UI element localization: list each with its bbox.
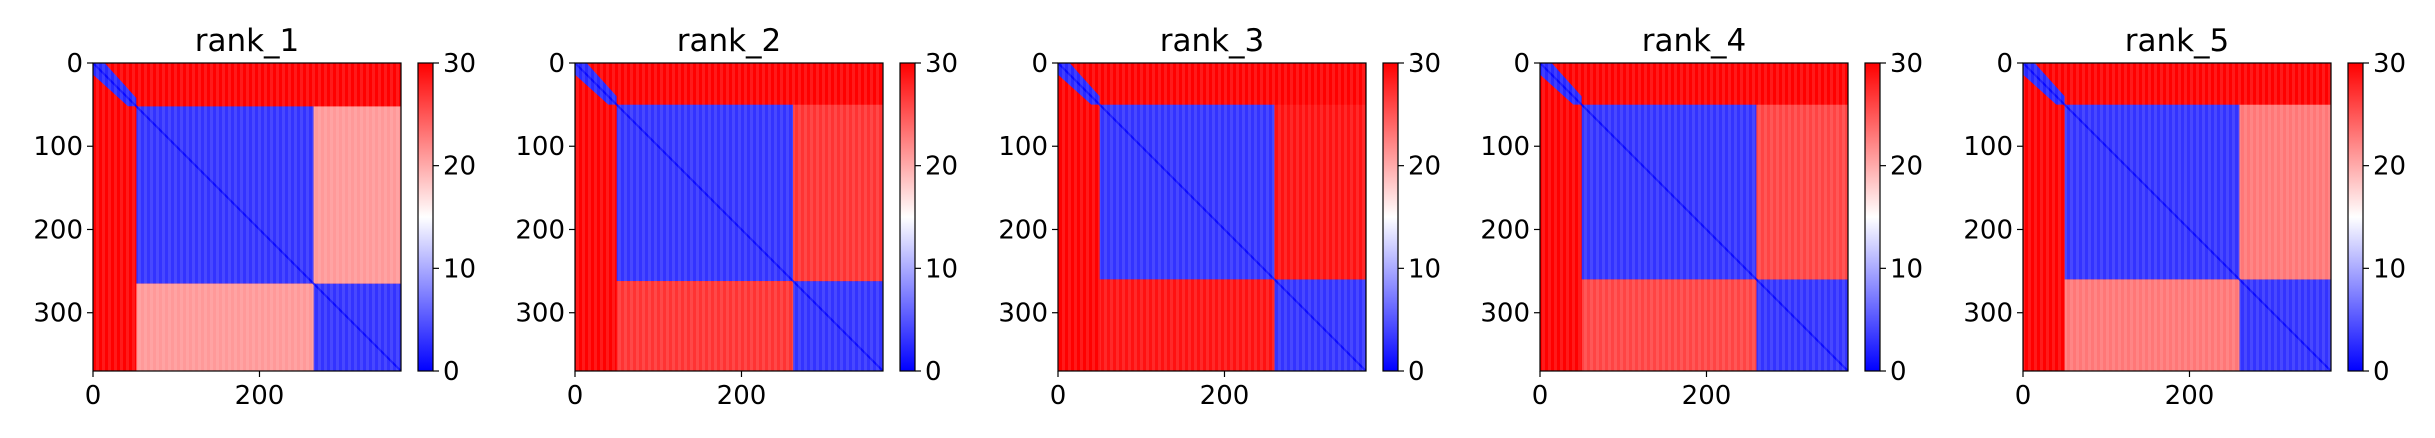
panel-title: rank_5 <box>2125 23 2230 59</box>
heatmap-texture <box>2023 63 2331 371</box>
y-tick-label: 300 <box>1480 299 1530 329</box>
colorbar-tick-label: 20 <box>1408 152 1441 182</box>
heatmap-texture <box>1058 63 1366 371</box>
heatmap-panel-4: rank_4 0 100 200 300 0 200 0 10 20 30 <box>1480 23 1923 411</box>
y-tick-label: 300 <box>33 299 83 329</box>
colorbar <box>1865 63 1880 371</box>
panel-title: rank_2 <box>677 23 782 59</box>
y-tick-label: 0 <box>1996 49 2013 79</box>
panel-title: rank_4 <box>1642 23 1747 59</box>
axes-frame <box>574 62 884 372</box>
axes-frame <box>2022 62 2332 372</box>
colorbar-frame <box>899 62 916 372</box>
colorbar-tick-label: 30 <box>925 49 958 79</box>
x-tick-label: 200 <box>1200 381 1250 411</box>
colorbar-tick-label: 20 <box>443 152 476 182</box>
heatmap-panel-2: rank_2 0 100 200 300 0 200 0 10 20 30 <box>515 23 958 411</box>
x-tick-label: 0 <box>1532 381 1549 411</box>
heatmap-texture <box>93 63 401 371</box>
y-tick-label: 0 <box>1513 49 1530 79</box>
colorbar-tick-label: 30 <box>1408 49 1441 79</box>
y-tick-label: 200 <box>998 215 1048 245</box>
colorbar-tick-label: 10 <box>1890 254 1923 284</box>
heatmap-texture <box>1540 63 1848 371</box>
y-tick-label: 0 <box>66 49 83 79</box>
axes-frame <box>1539 62 1849 372</box>
heatmap-cells <box>2023 63 2331 371</box>
y-tick-label: 300 <box>998 299 1048 329</box>
colorbar-frame <box>2347 62 2364 372</box>
colorbar-tick-label: 0 <box>443 357 460 387</box>
y-tick-label: 100 <box>998 132 1048 162</box>
x-tick-label: 0 <box>1050 381 1067 411</box>
x-tick-label: 200 <box>1682 381 1732 411</box>
y-tick-label: 200 <box>33 215 83 245</box>
y-tick-label: 300 <box>1963 299 2013 329</box>
colorbar-tick-label: 20 <box>2373 152 2406 182</box>
heatmap-cells <box>1058 63 1366 371</box>
colorbar-tick-label: 30 <box>1890 49 1923 79</box>
x-tick-label: 200 <box>235 381 285 411</box>
y-tick-label: 0 <box>1031 49 1048 79</box>
y-tick-label: 200 <box>1963 215 2013 245</box>
heatmap-cells <box>575 63 883 371</box>
colorbar <box>2348 63 2363 371</box>
colorbar-frame <box>1382 62 1399 372</box>
panel-title: rank_3 <box>1160 23 1265 59</box>
y-tick-label: 0 <box>548 49 565 79</box>
colorbar-tick-label: 10 <box>925 254 958 284</box>
y-tick-label: 200 <box>515 215 565 245</box>
y-tick-label: 100 <box>33 132 83 162</box>
colorbar <box>900 63 915 371</box>
y-tick-label: 300 <box>515 299 565 329</box>
y-tick-label: 100 <box>515 132 565 162</box>
heatmap-cells <box>93 63 401 371</box>
y-tick-label: 200 <box>1480 215 1530 245</box>
x-tick-label: 0 <box>2015 381 2032 411</box>
colorbar-tick-label: 30 <box>443 49 476 79</box>
colorbar-tick-label: 20 <box>925 152 958 182</box>
colorbar-tick-label: 10 <box>443 254 476 284</box>
y-tick-label: 100 <box>1963 132 2013 162</box>
axes-frame <box>1057 62 1367 372</box>
colorbar-tick-label: 10 <box>1408 254 1441 284</box>
x-tick-label: 200 <box>717 381 767 411</box>
heatmap-panel-3: rank_3 0 100 200 300 0 200 0 10 20 30 <box>998 23 1441 411</box>
heatmap-panel-1: rank_1 0 100 200 300 0 200 0 10 20 30 <box>33 23 476 411</box>
x-tick-label: 0 <box>567 381 584 411</box>
x-tick-label: 0 <box>85 381 102 411</box>
panel-title: rank_1 <box>195 23 300 59</box>
axes-frame <box>92 62 402 372</box>
colorbar-tick-label: 0 <box>1890 357 1907 387</box>
colorbar-frame <box>417 62 434 372</box>
colorbar-tick-label: 20 <box>1890 152 1923 182</box>
colorbar <box>418 63 433 371</box>
colorbar <box>1383 63 1398 371</box>
colorbar-tick-label: 0 <box>1408 357 1425 387</box>
x-tick-label: 200 <box>2165 381 2215 411</box>
heatmap-panel-5: rank_5 0 100 200 300 0 200 0 10 20 30 <box>1963 23 2406 411</box>
colorbar-tick-label: 30 <box>2373 49 2406 79</box>
heatmap-texture <box>575 63 883 371</box>
colorbar-tick-label: 10 <box>2373 254 2406 284</box>
y-tick-label: 100 <box>1480 132 1530 162</box>
colorbar-tick-label: 0 <box>2373 357 2390 387</box>
heatmap-cells <box>1540 63 1848 371</box>
colorbar-tick-label: 0 <box>925 357 942 387</box>
colorbar-frame <box>1864 62 1881 372</box>
